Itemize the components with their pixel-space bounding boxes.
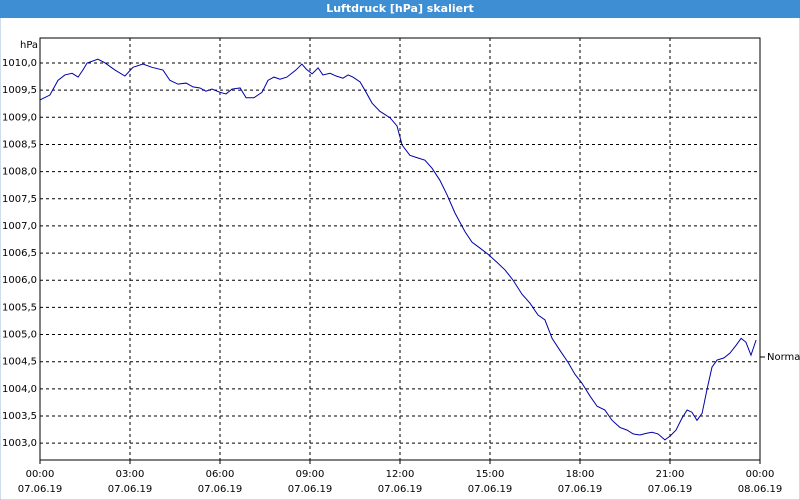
- x-tick-label: 15:00: [476, 469, 505, 480]
- y-tick-label: 1006,0: [2, 275, 37, 286]
- x-tick-label: 00:00: [26, 469, 55, 480]
- x-tick-date: 07.06.19: [108, 484, 153, 495]
- x-tick-date: 07.06.19: [558, 484, 603, 495]
- y-tick-label: 1004,5: [2, 357, 37, 368]
- x-tick-label: 00:00: [746, 469, 775, 480]
- y-tick-label: 1007,0: [2, 221, 37, 232]
- x-tick-label: 06:00: [206, 469, 235, 480]
- chart-title: Luftdruck [hPa] skaliert: [326, 2, 474, 15]
- y-tick-label: 1003,0: [2, 438, 37, 449]
- y-tick-label: 1009,5: [2, 85, 37, 96]
- x-tick-label: 21:00: [656, 469, 685, 480]
- x-tick-date: 07.06.19: [378, 484, 423, 495]
- x-tick-label: 09:00: [296, 469, 325, 480]
- y-axis-label: hPa: [20, 40, 38, 51]
- y-tick-label: 1005,5: [2, 302, 37, 313]
- y-tick-label: 1009,0: [2, 112, 37, 123]
- data-line: [39, 58, 757, 441]
- x-tick-date: 07.06.19: [648, 484, 693, 495]
- x-tick-label: 03:00: [116, 469, 145, 480]
- y-tick-label: 1003,5: [2, 411, 37, 422]
- y-tick-label: 1006,5: [2, 248, 37, 259]
- x-tick-date: 07.06.19: [288, 484, 333, 495]
- plot-frame: [39, 37, 761, 461]
- y-tick-label: 1008,0: [2, 167, 37, 178]
- x-tick-date: 07.06.19: [198, 484, 243, 495]
- x-tick-date: 08.06.19: [738, 484, 783, 495]
- y-tick-label: 1008,5: [2, 139, 37, 150]
- y-tick-label: 1010,0: [2, 58, 37, 69]
- title-bar: [0, 0, 800, 18]
- y-tick-label: 1005,0: [2, 330, 37, 341]
- x-tick-label: 12:00: [386, 469, 415, 480]
- y-tick-label: 1007,5: [2, 194, 37, 205]
- x-tick-date: 07.06.19: [468, 484, 513, 495]
- annotation: Normal: [767, 352, 800, 363]
- x-tick-label: 18:00: [566, 469, 595, 480]
- y-tick-label: 1004,0: [2, 384, 37, 395]
- x-tick-date: 07.06.19: [18, 484, 63, 495]
